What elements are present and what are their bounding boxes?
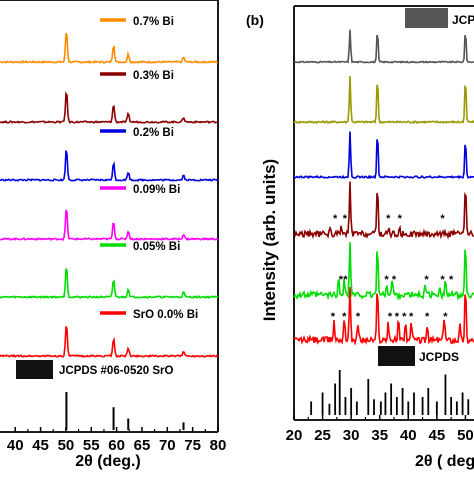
panel-b-series-line [293, 75, 474, 125]
panel-b-impurity-star: * [409, 311, 414, 323]
panel-b-x-tick-label: 20 [286, 427, 303, 444]
panel-b-impurity-star: * [392, 274, 397, 286]
panel-a-reference-label: JCPDS #06-0520 SrO [59, 365, 173, 377]
panel-b-x-tick-label: 45 [429, 427, 446, 444]
panel-a-x-tick-label: 40 [7, 437, 24, 454]
panel-b-impurity-star: * [386, 213, 391, 225]
panel-b-reference-top-label: JCP [452, 13, 474, 27]
panel-a-series-line [0, 268, 219, 299]
panel-b-impurity-star: * [443, 311, 448, 323]
panel-a-x-tick-label: 65 [134, 437, 151, 454]
panel-b-label: (b) [246, 12, 264, 28]
panel-b-impurity-star: * [384, 274, 389, 286]
panel-a-x-tick-label: 50 [58, 437, 75, 454]
panel-a-reference-swatch [16, 360, 53, 379]
panel-a-series-line [0, 150, 219, 182]
panel-b-reference-bottom-label: JCPDS [419, 350, 459, 364]
panel-b-series-line [293, 287, 474, 346]
panel-a-series-line [0, 326, 219, 359]
panel-b-impurity-star: * [331, 311, 336, 323]
panel-b-x-tick-label: 25 [314, 427, 331, 444]
panel-a: 40 45 50 55 60 65 70 75 80 2θ (deg.) 0.7% Bi 0.3% B… [0, 0, 226, 470]
panel-a-legend-label: 0.3% Bi [133, 70, 174, 82]
panel-b-series-line [293, 131, 474, 180]
panel-b-impurity-star: * [333, 213, 338, 225]
panel-b-impurity-star: * [343, 213, 348, 225]
panel-a-legend-label: 0.2% Bi [133, 127, 174, 139]
panel-b-x-tick-label: 35 [371, 427, 388, 444]
panel-b-series-line [293, 242, 474, 302]
panel-a-x-tick-label: 75 [184, 437, 201, 454]
panel-b-series-line [293, 181, 474, 240]
panel-b-reference-bottom-swatch [378, 346, 415, 366]
panel-b-x-tick-label: 30 [343, 427, 360, 444]
panel-b-impurity-star: * [440, 213, 445, 225]
panel-b-impurity-star: * [388, 311, 393, 323]
panel-b-impurity-star: * [395, 311, 400, 323]
panel-b-impurity-star: * [425, 311, 430, 323]
panel-a-legend-label: 0.05% Bi [133, 241, 180, 253]
panel-b-reference-top-swatch [405, 8, 448, 28]
panel-a-legend-label: SrO 0.0% Bi [133, 309, 198, 321]
panel-a-x-tick-label: 60 [108, 437, 125, 454]
panel-b-impurity-star: * [398, 213, 403, 225]
panel-a-x-tick-label: 55 [83, 437, 100, 454]
panel-b-x-tick-label: 50 [457, 427, 474, 444]
panel-a-legend-label: 0.7% Bi [133, 16, 174, 28]
panel-b-impurity-star: * [356, 311, 361, 323]
panel-a-series-line [0, 91, 218, 125]
panel-a-x-tick-label: 70 [159, 437, 176, 454]
panel-b-impurity-star: * [342, 311, 347, 323]
panel-b: (b) 20 25 30 35 40 45 50 2θ ( deg. Intensity (arb… [246, 5, 474, 470]
panel-b-impurity-star: * [424, 274, 429, 286]
panel-b-x-tick-label: 40 [400, 427, 417, 444]
panel-b-series-line [293, 29, 474, 64]
panel-b-x-axis-label: 2θ ( deg. [415, 453, 474, 470]
panel-b-impurity-star: * [343, 274, 348, 286]
panel-a-x-axis-label: 2θ (deg.) [75, 453, 141, 470]
panel-a-series-line [0, 209, 219, 242]
panel-a-x-tick-label: 80 [210, 437, 227, 454]
panel-a-x-tick-label: 45 [32, 437, 49, 454]
panel-a-legend-label: 0.09% Bi [133, 184, 180, 196]
panel-b-impurity-star: * [440, 274, 445, 286]
panel-b-y-axis-label: Intensity (arb. units) [260, 159, 279, 321]
panel-b-impurity-star: * [402, 311, 407, 323]
panel-b-impurity-star: * [449, 274, 454, 286]
panel-b-impurity-star: * [339, 274, 344, 286]
panel-a-series-line [0, 32, 219, 64]
